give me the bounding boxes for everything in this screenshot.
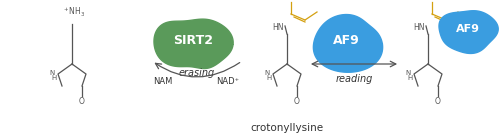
- Text: AF9: AF9: [332, 35, 359, 47]
- Text: erasing: erasing: [179, 68, 215, 78]
- Text: N: N: [406, 70, 411, 76]
- Text: H: H: [52, 75, 57, 81]
- Text: N: N: [265, 70, 270, 76]
- Polygon shape: [314, 15, 382, 72]
- Text: HN: HN: [272, 24, 284, 33]
- Text: reading: reading: [336, 74, 372, 84]
- Text: O: O: [294, 97, 300, 106]
- Text: N: N: [50, 70, 55, 76]
- Text: H: H: [267, 75, 272, 81]
- Text: AF9: AF9: [456, 24, 480, 34]
- Text: HN: HN: [414, 24, 425, 33]
- Text: O: O: [79, 97, 85, 106]
- Polygon shape: [439, 11, 498, 53]
- Text: $\mathregular{^+NH_3}$: $\mathregular{^+NH_3}$: [62, 6, 86, 19]
- Text: NAD⁺: NAD⁺: [216, 76, 240, 86]
- Text: O: O: [435, 97, 441, 106]
- Polygon shape: [154, 19, 233, 69]
- Text: SIRT2: SIRT2: [173, 35, 213, 47]
- Text: H: H: [408, 75, 413, 81]
- Text: crotonyllysine: crotonyllysine: [250, 123, 324, 133]
- Text: NAM: NAM: [154, 76, 172, 86]
